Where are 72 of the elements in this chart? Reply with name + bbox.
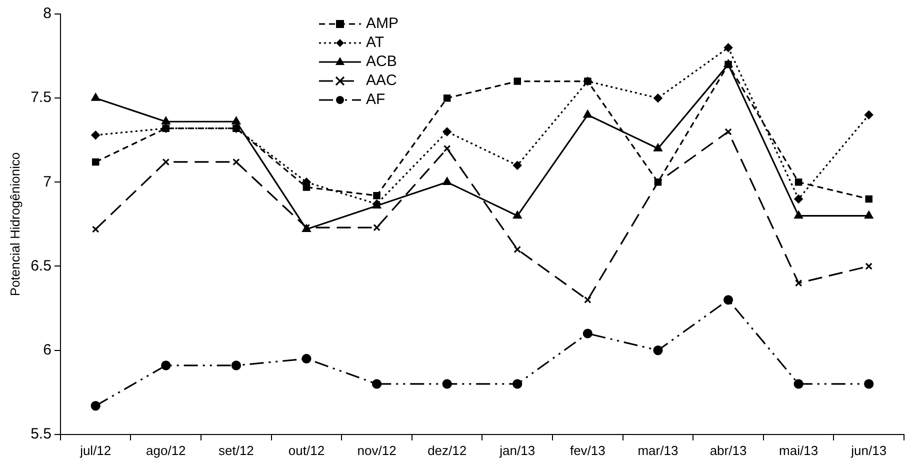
- y-tick-label: 8: [43, 5, 52, 22]
- point: [232, 158, 240, 166]
- point: [864, 210, 874, 219]
- point: [92, 226, 100, 233]
- point: [724, 43, 733, 52]
- point: [443, 144, 451, 152]
- point: [794, 194, 803, 204]
- point: [512, 379, 522, 389]
- x-tick-label: mai/13: [779, 442, 818, 458]
- point: [442, 127, 452, 136]
- point: [584, 78, 592, 85]
- point: [232, 124, 240, 132]
- point: [865, 262, 872, 270]
- point: [162, 116, 170, 124]
- point: [584, 296, 592, 304]
- point: [724, 128, 732, 136]
- point: [865, 195, 872, 203]
- legend-label: AAC: [366, 71, 397, 90]
- x-tick-label: jul/12: [79, 442, 112, 458]
- point: [302, 354, 312, 364]
- point: [794, 379, 804, 389]
- point: [582, 328, 592, 338]
- point: [654, 94, 662, 102]
- y-tick-label: 5.5: [30, 426, 52, 443]
- point: [373, 224, 380, 232]
- x-tick-label: mar/13: [638, 442, 678, 458]
- y-tick-label: 7.5: [30, 89, 52, 106]
- point: [373, 192, 380, 200]
- point: [514, 246, 522, 254]
- point: [583, 110, 592, 118]
- x-tick-label: jan/13: [498, 442, 536, 458]
- y-axis-title: Potencial Hidrogênionico: [7, 152, 22, 296]
- point: [442, 379, 452, 389]
- point: [794, 279, 802, 287]
- y-tick-label: 6: [43, 341, 52, 358]
- point: [794, 178, 802, 186]
- legend-label: AF: [366, 90, 386, 109]
- x-tick-label: set/12: [218, 442, 254, 458]
- point: [302, 184, 310, 191]
- point: [723, 295, 734, 305]
- y-tick-label: 7: [43, 173, 52, 190]
- x-tick-label: jun/13: [850, 442, 887, 458]
- legend-label: ACB: [366, 52, 397, 71]
- point: [442, 177, 452, 185]
- x-tick-label: dez/12: [428, 442, 467, 458]
- x-tick-label: abr/13: [710, 442, 747, 458]
- point: [231, 360, 241, 370]
- point: [514, 78, 522, 85]
- point: [91, 93, 100, 101]
- point: [794, 210, 803, 219]
- point: [653, 346, 663, 356]
- point: [91, 130, 100, 140]
- point: [90, 401, 100, 411]
- x-tick-label: out/12: [288, 442, 325, 458]
- point: [162, 158, 170, 166]
- x-tick-label: fev/13: [570, 442, 606, 458]
- x-tick-label: ago/12: [146, 442, 186, 458]
- point: [864, 379, 874, 389]
- point: [443, 94, 451, 102]
- x-tick-label: nov/12: [357, 442, 396, 458]
- point: [864, 110, 874, 120]
- point: [161, 360, 171, 370]
- point: [654, 144, 662, 152]
- point: [232, 116, 240, 124]
- point: [513, 210, 522, 219]
- legend-label: AMP: [366, 14, 399, 33]
- point: [372, 379, 382, 389]
- legend-label: AT: [366, 33, 384, 52]
- y-tick-label: 6.5: [30, 257, 52, 274]
- point: [162, 124, 170, 132]
- point: [92, 158, 100, 166]
- point: [513, 161, 522, 170]
